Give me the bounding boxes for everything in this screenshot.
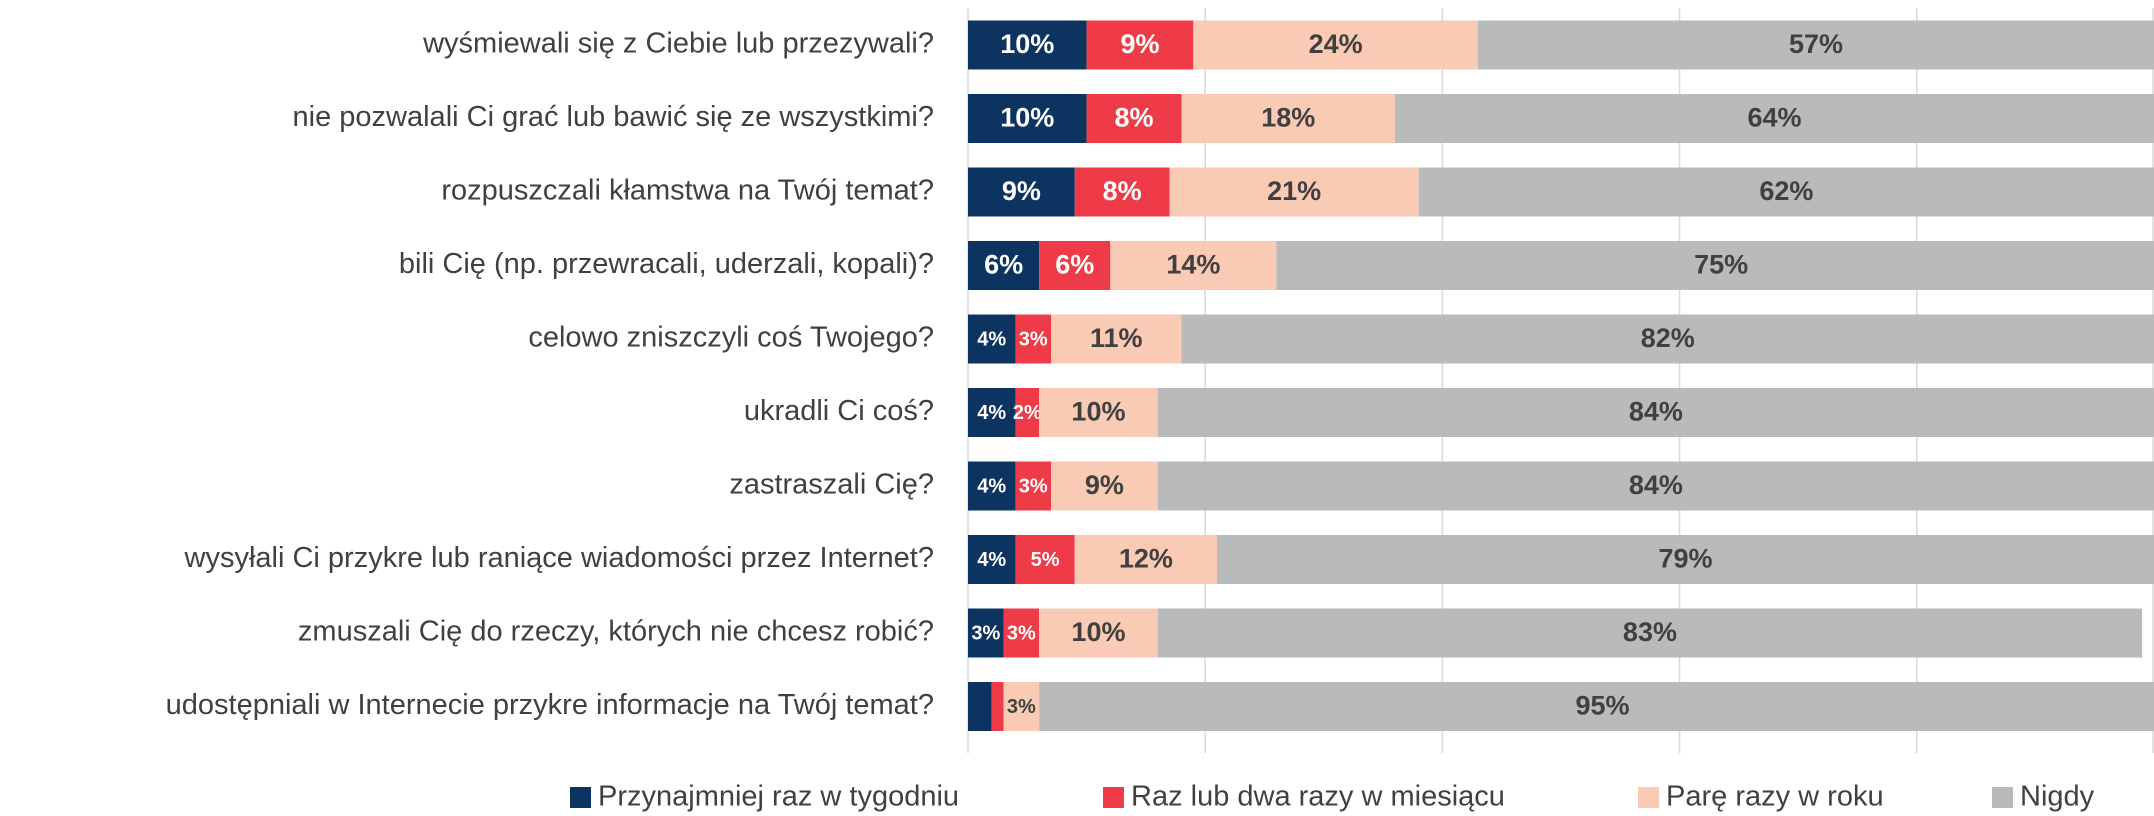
category-label: rozpuszczali kłamstwa na Twój temat? — [441, 175, 934, 207]
value-label: 3% — [971, 622, 1000, 644]
value-label: 3% — [1007, 696, 1036, 718]
bar-segment — [1418, 167, 2154, 217]
category-label: zmuszali Cię do rzeczy, których nie chce… — [298, 616, 934, 648]
bar-segment — [991, 682, 1004, 731]
bar-segment — [968, 388, 1016, 437]
value-label: 11% — [1090, 323, 1143, 353]
bar-segment — [1015, 314, 1052, 364]
value-label: 3% — [1007, 622, 1036, 644]
value-label: 64% — [1747, 103, 1801, 133]
bar-segment — [1015, 535, 1075, 584]
category-label: udostępniali w Internecie przykre inform… — [166, 689, 934, 721]
bar-segment — [1110, 241, 1277, 290]
bar-segment — [1169, 167, 1419, 217]
bar-segment — [1051, 314, 1182, 364]
legend-label: Raz lub dwa razy w miesiącu — [1131, 781, 1505, 813]
value-label: 79% — [1659, 544, 1713, 574]
bar-segment — [1015, 388, 1040, 437]
category-label: bili Cię (np. przewracali, uderzali, kop… — [399, 248, 934, 280]
bar-segment — [1157, 461, 2154, 511]
value-label: 95% — [1575, 691, 1629, 721]
value-label: 6% — [1055, 250, 1094, 280]
value-label: 62% — [1759, 176, 1813, 206]
value-label: 6% — [984, 250, 1023, 280]
value-label: 84% — [1629, 397, 1683, 427]
category-label: zastraszali Cię? — [729, 469, 934, 501]
bar-segment — [1157, 608, 2143, 658]
category-label: wysyłali Ci przykre lub raniące wiadomoś… — [184, 542, 934, 574]
category-label: wyśmiewali się z Ciebie lub przezywali? — [422, 28, 934, 60]
bar-segment — [1039, 241, 1111, 290]
bar-segment — [968, 314, 1016, 364]
value-label: 18% — [1261, 103, 1315, 133]
value-label: 10% — [1000, 103, 1054, 133]
value-label: 12% — [1119, 544, 1173, 574]
bar-segment — [1477, 20, 2154, 70]
category-label: ukradli Ci coś? — [744, 395, 934, 427]
value-label: 84% — [1629, 470, 1683, 500]
value-label: 10% — [1071, 397, 1125, 427]
bar-segment — [1015, 461, 1052, 511]
bar-segment — [1394, 94, 2154, 143]
value-label: 75% — [1694, 250, 1748, 280]
value-label: 4% — [977, 549, 1006, 571]
value-label: 4% — [977, 402, 1006, 424]
legend-swatch — [1638, 787, 1659, 808]
bar-segment — [1039, 388, 1158, 437]
bar-segment — [1051, 461, 1158, 511]
value-label: 9% — [1085, 470, 1124, 500]
bar-segment — [1276, 241, 2154, 290]
value-label: 4% — [977, 328, 1006, 350]
legend-swatch — [1992, 787, 2013, 808]
bar-segment — [1039, 608, 1158, 658]
bar-segment — [1193, 20, 1478, 70]
bar-segment — [968, 461, 1016, 511]
value-label: 10% — [1071, 617, 1125, 647]
bar-segment — [1074, 167, 1170, 217]
value-label: 21% — [1267, 176, 1321, 206]
value-label: 9% — [1002, 176, 1041, 206]
category-label: nie pozwalali Ci grać lub bawić się ze w… — [293, 101, 934, 133]
value-label: 2% — [1013, 402, 1042, 424]
value-label: 82% — [1641, 323, 1695, 353]
legend-swatch — [1103, 787, 1124, 808]
bar-segment — [1181, 94, 1395, 143]
value-label: 83% — [1623, 617, 1677, 647]
bar-segment — [1086, 94, 1182, 143]
bar-segment — [968, 241, 1040, 290]
bar-segment — [968, 167, 1075, 217]
bar-segment — [968, 94, 1087, 143]
bar-segment — [1003, 682, 1040, 731]
value-label: 8% — [1103, 176, 1142, 206]
bar-segment — [1074, 535, 1218, 584]
value-label: 5% — [1031, 549, 1060, 571]
category-label: celowo zniszczyli coś Twojego? — [528, 322, 934, 354]
bar-segment — [1157, 388, 2154, 437]
value-label: 8% — [1115, 103, 1154, 133]
bar-segment — [968, 608, 1004, 658]
value-label: 3% — [1019, 475, 1048, 497]
value-label: 9% — [1120, 29, 1159, 59]
bar-segment — [968, 20, 1087, 70]
bar-segment — [1003, 608, 1040, 658]
value-label: 3% — [1019, 328, 1048, 350]
bar-segment — [968, 682, 992, 731]
value-label: 14% — [1166, 250, 1220, 280]
bar-segment — [1039, 682, 2154, 731]
value-label: 4% — [977, 475, 1006, 497]
bar-segment — [1181, 314, 2154, 364]
legend-swatch — [570, 787, 591, 808]
legend-label: Parę razy w roku — [1666, 781, 1884, 813]
legend-label: Przynajmniej raz w tygodniu — [598, 781, 959, 813]
bar-segment — [1086, 20, 1194, 70]
legend-label: Nigdy — [2020, 781, 2095, 813]
value-label: 57% — [1789, 29, 1843, 59]
value-label: 24% — [1309, 29, 1363, 59]
bar-segment — [968, 535, 1016, 584]
value-label: 10% — [1000, 29, 1054, 59]
bar-segment — [1217, 535, 2154, 584]
